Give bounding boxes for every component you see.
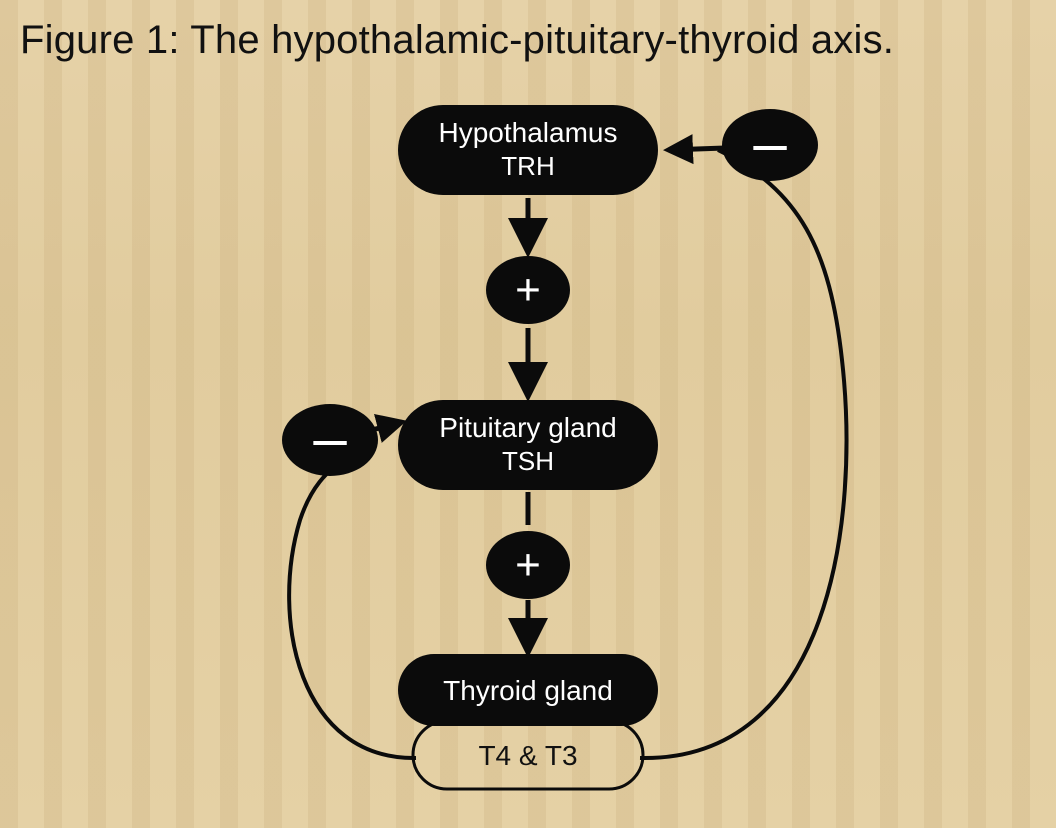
t4t3-label: T4 & T3 <box>478 740 577 771</box>
feedback-right-curve <box>640 150 846 758</box>
plus-bottom-label: + <box>515 541 541 590</box>
hypothalamus-label-1: Hypothalamus <box>439 117 618 148</box>
hpt-axis-diagram: T4 & T3 Hypothalamus TRH Pituitary gland… <box>0 0 1056 828</box>
plus-top-label: + <box>515 266 541 315</box>
hypothalamus-label-2: TRH <box>501 151 554 181</box>
pituitary-label-2: TSH <box>502 446 554 476</box>
thyroid-label: Thyroid gland <box>443 675 613 706</box>
minus-right-label: – <box>753 110 787 177</box>
feedback-left-curve <box>289 455 416 758</box>
arrow-minus-left-to-pituitary <box>372 422 402 430</box>
arrow-minus-right-to-hypothalamus <box>668 148 725 150</box>
pituitary-label-1: Pituitary gland <box>439 412 616 443</box>
minus-left-label: – <box>313 405 347 472</box>
